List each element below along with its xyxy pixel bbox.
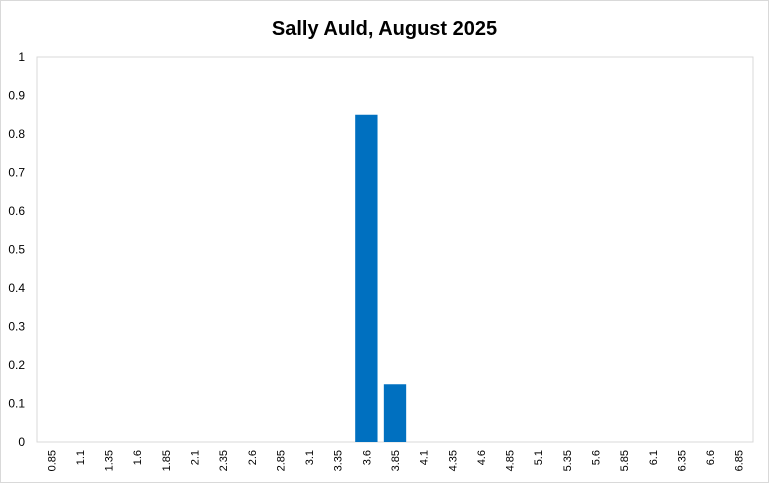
- x-tick-label: 3.1: [304, 450, 316, 465]
- y-tick-label: 0.1: [8, 397, 25, 411]
- plot-area: [36, 56, 754, 443]
- y-tick-label: 0.8: [8, 127, 25, 141]
- x-tick-label: 3.6: [361, 450, 373, 465]
- y-tick-label: 0.5: [8, 243, 25, 257]
- y-tick-label: 0.4: [8, 281, 25, 295]
- x-tick-label: 4.6: [476, 450, 488, 465]
- y-tick-label: 0.7: [8, 166, 25, 180]
- x-tick-label: 5.85: [619, 450, 631, 471]
- y-tick-label: 0.3: [8, 320, 25, 334]
- x-tick-label: 3.35: [333, 450, 345, 471]
- y-tick-label: 0.6: [8, 204, 25, 218]
- x-tick-label: 2.1: [190, 450, 202, 465]
- x-tick-label: 1.6: [132, 450, 144, 465]
- chart-title: Sally Auld, August 2025: [271, 18, 498, 40]
- x-tick-label: 1.35: [104, 450, 116, 471]
- y-tick-label: 1: [18, 50, 25, 64]
- x-tick-label: 5.1: [533, 450, 545, 465]
- bar-series: [355, 114, 407, 442]
- x-tick-label: 6.6: [705, 450, 717, 465]
- x-tick-label: 2.35: [218, 450, 230, 471]
- y-tick-label: 0.2: [8, 358, 25, 372]
- x-tick-label: 5.35: [562, 450, 574, 471]
- x-tick-label: 3.85: [390, 450, 402, 471]
- x-tick-label: 6.1: [648, 450, 660, 465]
- bar: [383, 384, 407, 442]
- x-tick-label: 6.35: [676, 450, 688, 471]
- y-tick-label: 0.9: [8, 89, 25, 103]
- x-tick-label: 1.1: [75, 450, 87, 465]
- y-axis-ticks: 0 0.1 0.2 0.3 0.4 0.5 0.6 0.7 0.8 0.9 1: [8, 50, 25, 449]
- x-tick-label: 0.85: [46, 450, 58, 471]
- x-tick-label: 4.35: [447, 450, 459, 471]
- x-tick-label: 1.85: [161, 450, 173, 471]
- x-axis-ticks: 0.85 1.1 1.35 1.6 1.85 2.1 2.35 2.6 2.85 3.1 3.35 3…: [46, 450, 745, 471]
- bar: [355, 114, 378, 442]
- x-tick-label: 4.1: [419, 450, 431, 465]
- x-tick-label: 6.85: [734, 450, 746, 471]
- x-tick-label: 2.85: [275, 450, 287, 471]
- y-tick-label: 0: [18, 435, 25, 449]
- x-tick-label: 5.6: [590, 450, 602, 465]
- x-tick-label: 2.6: [247, 450, 259, 465]
- x-tick-label: 4.85: [505, 450, 517, 471]
